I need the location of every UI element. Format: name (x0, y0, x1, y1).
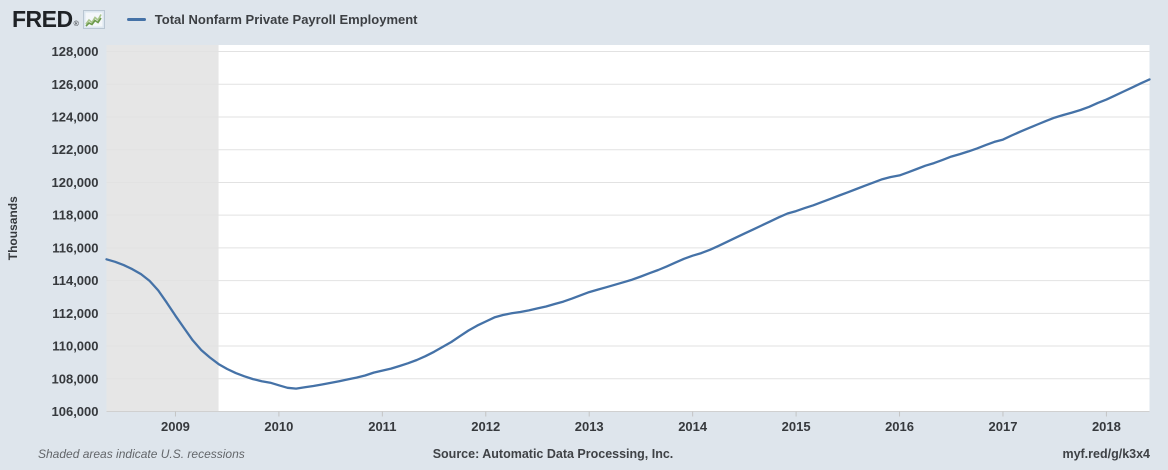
x-tick-label: 2012 (471, 419, 500, 434)
y-tick-label: 122,000 (52, 142, 99, 157)
x-tick-label: 2016 (885, 419, 914, 434)
y-tick-label: 124,000 (52, 109, 99, 124)
series-legend-dash-icon (126, 17, 146, 21)
fred-logo-text: FRED (12, 6, 73, 32)
y-tick-label: 110,000 (52, 339, 98, 354)
y-tick-label: 114,000 (52, 273, 98, 288)
recession-band (106, 45, 219, 412)
y-axis-title: Thousands (6, 196, 20, 260)
y-tick-label: 106,000 (52, 404, 99, 419)
y-tick-label: 126,000 (52, 77, 99, 92)
fred-logo: FRED ® (12, 6, 105, 32)
source-note: Source: Automatic Data Processing, Inc. (432, 447, 674, 461)
y-tick-label: 108,000 (52, 371, 99, 386)
x-tick-label: 2009 (161, 419, 190, 434)
x-tick-label: 2011 (368, 419, 396, 434)
x-tick-label: 2014 (678, 419, 708, 434)
y-tick-label: 120,000 (52, 175, 99, 190)
recessions-note: Shaded areas indicate U.S. recessions (38, 447, 245, 461)
registered-trademark: ® (73, 21, 79, 28)
y-tick-label: 112,000 (52, 306, 98, 321)
series-title: Total Nonfarm Private Payroll Employment (154, 11, 418, 27)
graph-header: FRED ® Total Nonfarm Private Payroll Emp… (12, 5, 418, 33)
y-tick-label: 116,000 (52, 240, 98, 255)
x-tick-label: 2013 (575, 419, 604, 434)
x-tick-label: 2010 (264, 419, 293, 434)
x-tick-label: 2017 (989, 419, 1018, 434)
series-legend: Total Nonfarm Private Payroll Employment (126, 11, 418, 27)
plot-area (106, 45, 1150, 412)
x-tick-label: 2018 (1092, 419, 1121, 434)
fred-logo-sparkline-icon (82, 10, 105, 29)
x-tick-label: 2015 (782, 419, 811, 434)
fred-shortlink[interactable]: myf.red/g/k3x4 (1062, 447, 1150, 461)
y-tick-label: 118,000 (52, 208, 98, 223)
payroll-series-line (105, 78, 1151, 390)
y-tick-label: 128,000 (52, 44, 99, 59)
